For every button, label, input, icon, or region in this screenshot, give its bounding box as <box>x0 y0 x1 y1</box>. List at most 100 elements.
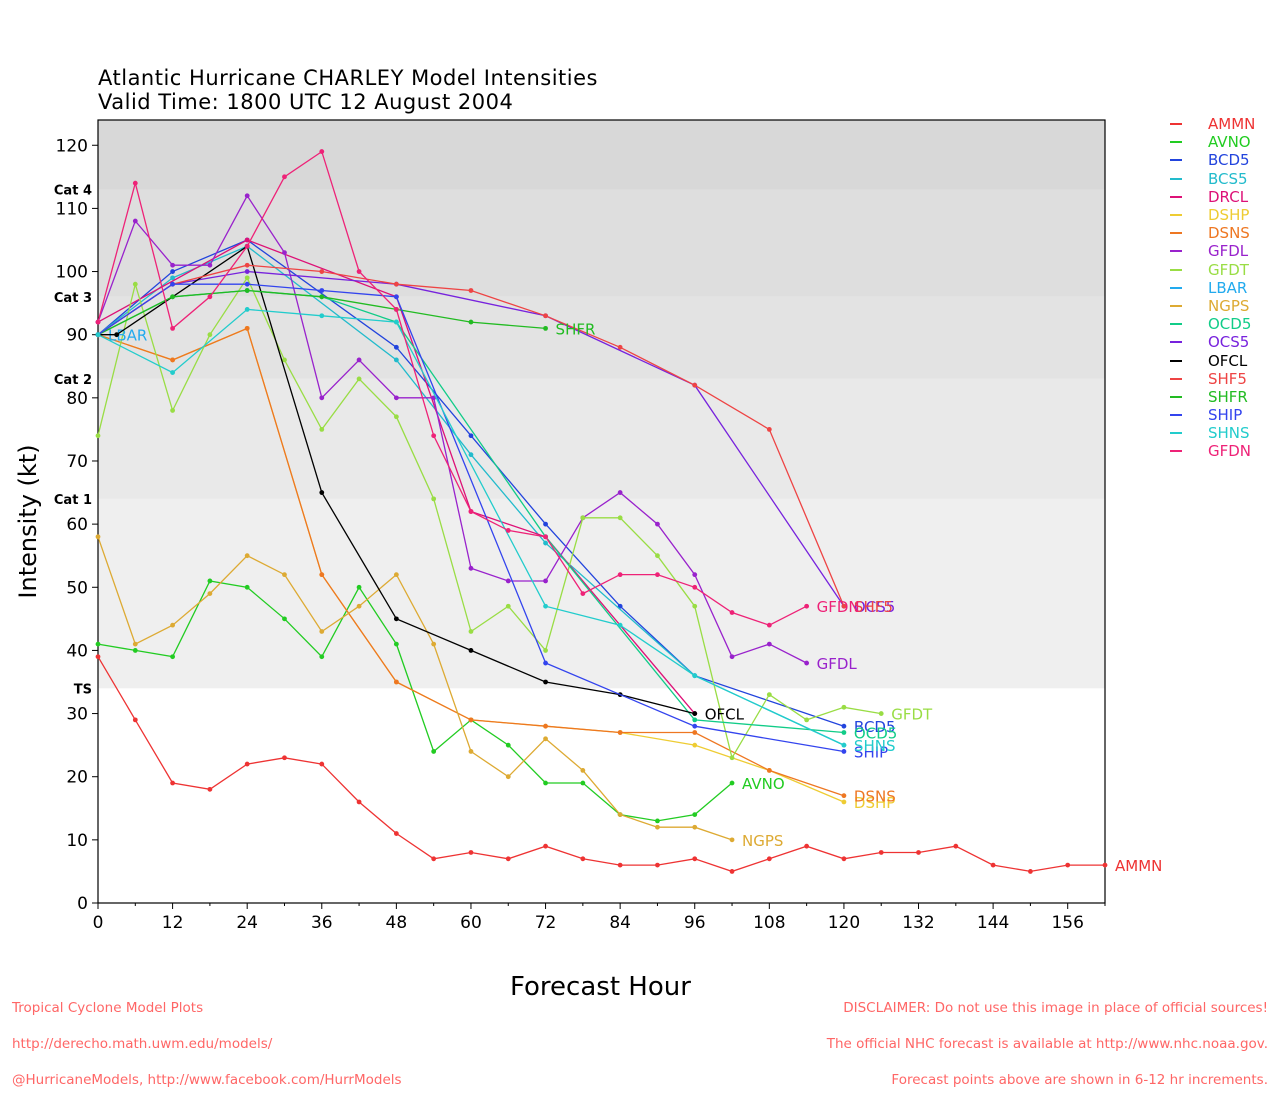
x-tick-label: 12 <box>162 913 184 933</box>
y-tick-label: 50 <box>66 578 88 598</box>
series-line-ammn <box>97 656 1105 873</box>
end-label-bcd5: BCD5 <box>854 718 896 736</box>
data-point-ammn <box>617 862 623 868</box>
data-point-shns <box>393 319 399 325</box>
data-point-ammn <box>319 761 325 767</box>
data-point-ocd5 <box>692 717 698 723</box>
legend-label: GFDT <box>1208 260 1249 279</box>
data-point-ofcl <box>543 679 548 685</box>
data-point-avno <box>692 812 698 817</box>
data-point-ammn <box>543 843 548 849</box>
data-point-shns <box>244 307 250 312</box>
data-point-ammn <box>1102 862 1108 868</box>
data-point-shns <box>319 313 325 319</box>
data-point-ngps <box>617 812 623 817</box>
data-point-bcs5 <box>170 275 175 281</box>
x-tick-label: 120 <box>828 913 860 933</box>
series-line-drcl <box>97 239 696 715</box>
data-point-dsns <box>617 730 623 735</box>
series-line-avno <box>97 580 733 822</box>
data-point-gfdt <box>617 515 623 521</box>
legend-item-ammn: AMMN <box>1170 115 1255 133</box>
data-point-gfdn <box>766 622 772 628</box>
data-point-gfdt <box>282 357 287 363</box>
footer-left: Tropical Cyclone Model Plots http://dere… <box>12 978 402 1098</box>
data-point-ngps <box>543 736 548 742</box>
data-point-bcd5 <box>841 723 847 729</box>
data-point-gfdt <box>543 648 548 653</box>
data-point-gfdt <box>505 603 511 609</box>
data-point-gfdl <box>543 578 548 584</box>
legend-swatch <box>1170 304 1182 307</box>
data-point-ngps <box>356 603 362 609</box>
legend-swatch <box>1170 195 1182 198</box>
data-point-shfr <box>244 288 250 293</box>
data-point-ship <box>244 281 250 287</box>
data-point-ngps <box>505 774 511 780</box>
data-point-gfdt <box>319 427 325 432</box>
series-line-ngps <box>97 536 733 841</box>
legend-label: NGPS <box>1208 296 1250 315</box>
data-point-shns <box>543 603 548 609</box>
data-point-ngps <box>282 572 287 578</box>
end-label-lbar: LBAR <box>108 327 147 345</box>
data-point-gfdn <box>244 243 250 249</box>
end-label-shns: SHNS <box>854 737 896 755</box>
data-point-dshp <box>692 742 698 748</box>
data-point-gfdt <box>766 692 772 698</box>
data-point-gfdn <box>580 591 586 596</box>
data-point-gfdn <box>692 584 698 590</box>
data-point-ngps <box>319 629 325 634</box>
legend-item-ocs5: OCS5 <box>1170 333 1255 351</box>
footer-left-line: http://derecho.math.uwm.edu/models/ <box>12 1036 273 1052</box>
data-point-shfr <box>170 294 175 300</box>
plot-frame <box>97 119 1106 904</box>
legend-item-gfdl: GFDL <box>1170 242 1255 260</box>
data-point-shf5 <box>692 382 698 388</box>
y-axis-title: Intensity (kt) <box>14 444 42 598</box>
data-point-ship <box>841 749 847 754</box>
legend-label: SHNS <box>1208 424 1250 443</box>
end-label-gfdl: GFDL <box>817 655 858 673</box>
data-point-ngps <box>170 622 175 628</box>
data-point-gfdl <box>244 193 250 199</box>
data-point-avno <box>729 780 735 786</box>
legend-item-drcl: DRCL <box>1170 188 1255 206</box>
legend-swatch <box>1170 268 1182 271</box>
data-point-ofcl <box>692 711 698 716</box>
data-point-gfdl <box>692 572 698 578</box>
data-point-gfdl <box>170 262 175 268</box>
data-point-ammn <box>692 856 698 862</box>
data-point-gfdt <box>207 332 213 338</box>
x-tick-label: 84 <box>609 913 631 933</box>
legend-item-gfdt: GFDT <box>1170 261 1255 279</box>
legend-swatch <box>1170 159 1182 162</box>
data-point-gfdt <box>692 603 698 609</box>
category-label: Cat 2 <box>54 373 92 388</box>
data-point-gfdn <box>170 325 175 331</box>
data-point-ngps <box>393 572 399 578</box>
y-tick-label: 60 <box>66 515 88 535</box>
y-tick-label: 30 <box>66 705 88 725</box>
data-point-ngps <box>729 837 735 843</box>
y-tick-label: 0 <box>77 894 88 914</box>
data-point-ammn <box>580 856 586 862</box>
legend-label: OCD5 <box>1208 315 1252 334</box>
footer-right: DISCLAIMER: Do not use this image in pla… <box>827 978 1268 1098</box>
x-tick-label: 0 <box>93 913 104 933</box>
legend-label: DRCL <box>1208 187 1249 206</box>
data-point-ngps <box>580 767 586 773</box>
data-point-shfr <box>468 319 474 325</box>
legend-swatch <box>1170 395 1182 398</box>
footer-left-line: Tropical Cyclone Model Plots <box>12 1000 204 1016</box>
data-point-shf5 <box>766 427 772 432</box>
data-point-avno <box>655 818 660 824</box>
data-point-bcd5 <box>170 269 175 274</box>
data-point-avno <box>95 641 101 647</box>
data-point-gfdn <box>729 610 735 615</box>
data-point-gfdt <box>878 711 884 716</box>
legend-label: AMMN <box>1208 115 1256 134</box>
data-point-bcs5 <box>543 540 548 546</box>
data-point-ngps <box>207 591 213 596</box>
legend-item-shns: SHNS <box>1170 424 1255 442</box>
